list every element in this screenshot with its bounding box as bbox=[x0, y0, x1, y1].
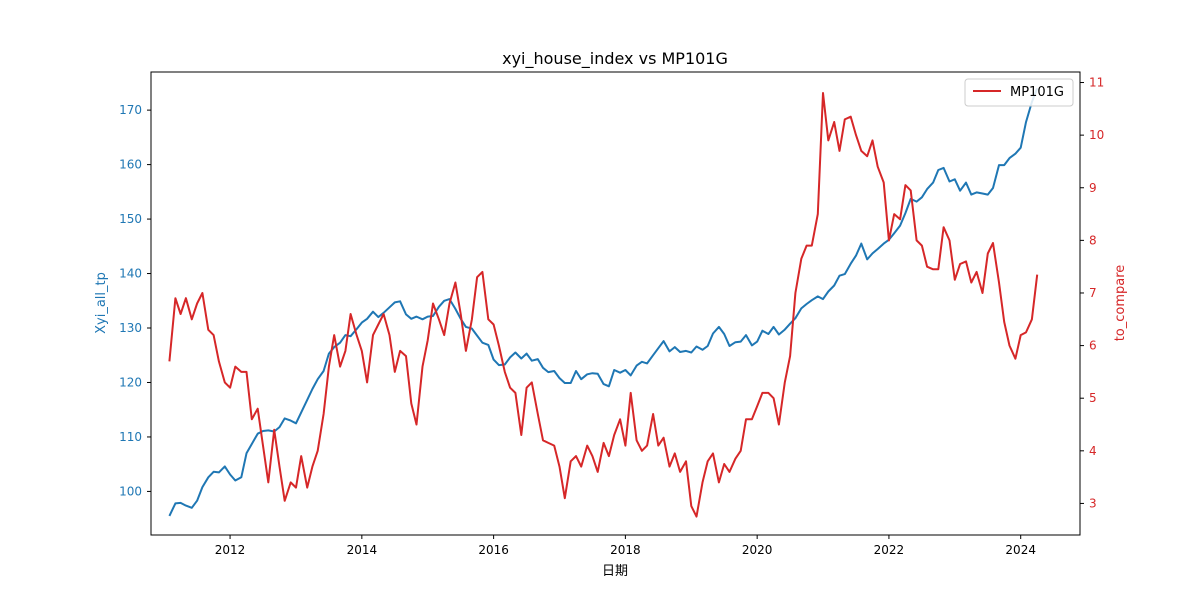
right-y-tick-label: 9 bbox=[1089, 181, 1097, 195]
left-y-tick-label: 120 bbox=[119, 375, 142, 389]
right-y-tick-label: 7 bbox=[1089, 286, 1097, 300]
x-tick-label: 2018 bbox=[610, 543, 641, 557]
x-tick-label: 2022 bbox=[874, 543, 905, 557]
right-y-tick-label: 3 bbox=[1089, 496, 1097, 510]
left-y-axis-label: Xyi_all_tp bbox=[94, 272, 109, 334]
left-y-tick-label: 140 bbox=[119, 267, 142, 281]
right-y-tick-label: 10 bbox=[1089, 128, 1104, 142]
legend: MP101G bbox=[964, 78, 1074, 107]
series-line-xyi-house-index bbox=[168, 87, 1039, 517]
x-tick-label: 2016 bbox=[478, 543, 509, 557]
left-y-tick-label: 100 bbox=[119, 484, 142, 498]
x-tick-label: 2012 bbox=[215, 543, 246, 557]
right-y-tick-label: 4 bbox=[1089, 444, 1097, 458]
right-y-tick-label: 5 bbox=[1089, 391, 1097, 405]
series-line-mp101g bbox=[168, 92, 1039, 518]
x-tick-label: 2014 bbox=[347, 543, 378, 557]
left-y-tick-label: 110 bbox=[119, 430, 142, 444]
right-y-tick-label: 11 bbox=[1089, 76, 1104, 90]
right-y-axis: 3 4 5 6 7 8 9 10 11 bbox=[1080, 76, 1104, 510]
x-tick-label: 2020 bbox=[742, 543, 773, 557]
left-y-axis: 100 110 120 130 140 150 160 170 bbox=[119, 103, 151, 498]
plot-frame bbox=[150, 71, 1081, 536]
right-y-tick-label: 8 bbox=[1089, 233, 1097, 247]
x-axis: 2012 2014 2016 2018 2020 2022 2024 bbox=[215, 535, 1036, 557]
left-y-tick-label: 150 bbox=[119, 212, 142, 226]
left-y-tick-label: 160 bbox=[119, 158, 142, 172]
x-axis-label: 日期 bbox=[602, 564, 628, 579]
legend-label-mp101g: MP101G bbox=[1010, 85, 1064, 100]
left-y-tick-label: 130 bbox=[119, 321, 142, 335]
x-tick-label: 2024 bbox=[1005, 543, 1036, 557]
right-y-axis-label: to_compare bbox=[1113, 265, 1128, 342]
legend-box bbox=[964, 78, 1074, 107]
left-y-tick-label: 170 bbox=[119, 103, 142, 117]
right-y-tick-label: 6 bbox=[1089, 339, 1097, 353]
series-layer bbox=[168, 87, 1039, 518]
chart-title: xyi_house_index vs MP101G bbox=[502, 49, 728, 69]
